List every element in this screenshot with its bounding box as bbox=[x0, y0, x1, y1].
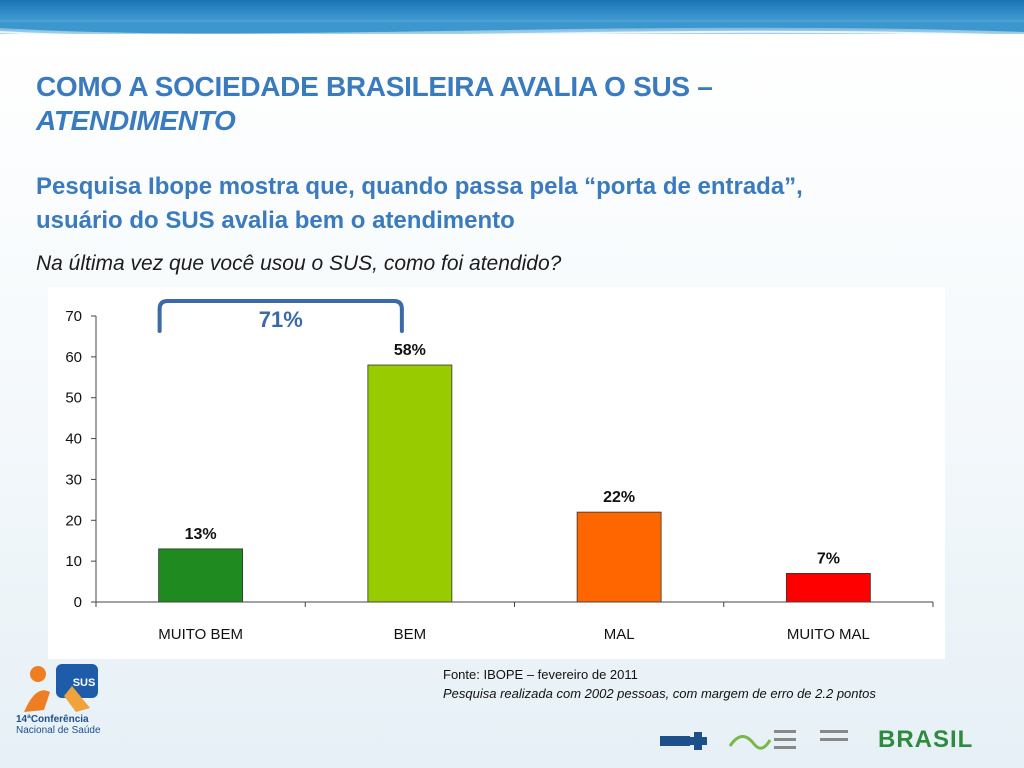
source-line: Fonte: IBOPE – fevereiro de 2011 bbox=[443, 667, 638, 682]
bar-chart: 0 10 20 30 40 50 60 70 13% 58% 22% 7% MUITO BEM BEM… bbox=[65, 299, 934, 643]
svg-text:SUS: SUS bbox=[73, 677, 96, 689]
conference-logo-line-1: 14ªConferência bbox=[16, 714, 89, 725]
category-label: MUITO MAL bbox=[787, 626, 870, 643]
bar-mal bbox=[576, 511, 662, 603]
y-tick-label: 10 bbox=[65, 553, 82, 570]
bracket-label: 71% bbox=[259, 307, 303, 332]
data-label: 22% bbox=[603, 489, 635, 506]
y-tick-label: 50 bbox=[65, 390, 82, 407]
slide-title: COMO A SOCIEDADE BRASILEIRA AVALIA O SUS… bbox=[36, 70, 936, 138]
bracket-71-percent bbox=[157, 299, 404, 333]
title-line-1: COMO A SOCIEDADE BRASILEIRA AVALIA O SUS… bbox=[36, 71, 713, 102]
conference-logo: SUS bbox=[24, 664, 98, 712]
bar-bem bbox=[367, 364, 453, 603]
conference-logo-text: 14ªConferência Nacional de Saúde bbox=[16, 714, 116, 736]
bar-muito-mal bbox=[785, 572, 871, 603]
y-tick-label: 20 bbox=[65, 512, 82, 529]
y-tick-label: 30 bbox=[65, 471, 82, 488]
y-tick-label: 0 bbox=[74, 594, 82, 611]
category-label: BEM bbox=[394, 626, 427, 643]
data-label: 58% bbox=[394, 342, 426, 359]
category-label: MUITO BEM bbox=[158, 626, 243, 643]
data-label: 13% bbox=[185, 526, 217, 543]
bar-muito-bem bbox=[158, 548, 244, 603]
partner-logos bbox=[660, 730, 848, 750]
y-tick-label: 70 bbox=[65, 308, 82, 325]
title-line-2: ATENDIMENTO bbox=[36, 105, 236, 136]
data-label: 7% bbox=[817, 550, 840, 567]
category-label: MAL bbox=[604, 626, 635, 643]
y-tick-label: 60 bbox=[65, 349, 82, 366]
survey-question: Na última vez que você usou o SUS, como … bbox=[36, 252, 562, 275]
source-note: Fonte: IBOPE – fevereiro de 2011 Pesquis… bbox=[443, 665, 1003, 703]
methodology-note: Pesquisa realizada com 2002 pessoas, com… bbox=[443, 686, 876, 701]
y-tick-label: 40 bbox=[65, 431, 82, 448]
conference-logo-line-2: Nacional de Saúde bbox=[16, 725, 101, 736]
brasil-logo: BRASIL bbox=[878, 726, 974, 753]
slide-subtitle: Pesquisa Ibope mostra que, quando passa … bbox=[36, 173, 803, 234]
